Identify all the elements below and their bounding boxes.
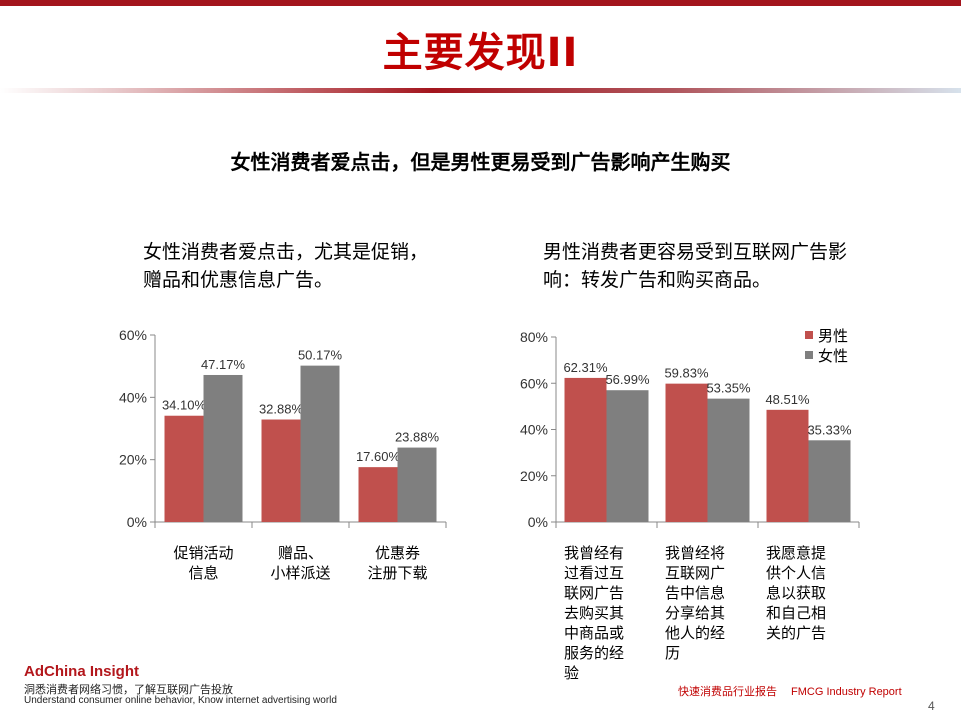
- bar-gray-0: [606, 390, 649, 522]
- bar-value-label: 48.51%: [765, 392, 810, 407]
- bar-red-0: [564, 377, 607, 522]
- title-divider: [0, 88, 961, 93]
- y-tick-label: 20%: [520, 468, 548, 484]
- slide-headline: 女性消费者爱点击，但是男性更易受到广告影响产生购买: [230, 150, 731, 174]
- bar-gray-2: [808, 440, 851, 522]
- bar-value-label: 53.35%: [706, 381, 751, 396]
- y-tick-label: 20%: [119, 452, 147, 468]
- bar-red-2: [766, 409, 809, 522]
- bar-red-0: [164, 415, 204, 522]
- category-label: 我愿意提 供个人信 息以获取 和自己相 关的广告: [766, 544, 827, 642]
- bar-red-2: [358, 467, 398, 522]
- bar-value-label: 35.33%: [807, 422, 852, 437]
- bar-value-label: 59.83%: [664, 366, 709, 381]
- legend-label: 男性: [818, 328, 848, 345]
- right-bar-chart: 0% 20% 40% 60% 80% 62.31%56.99% 59.83%53.35% 48…: [520, 328, 860, 530]
- bar-value-label: 62.31%: [563, 360, 608, 375]
- bar-gray-2: [397, 447, 437, 522]
- bar-value-label: 50.17%: [298, 348, 343, 363]
- brand-tagline-en: Understand consumer online behavior, Kno…: [24, 695, 337, 706]
- bar-value-label: 47.17%: [201, 357, 246, 372]
- report-name: 快速消费品行业报告 FMCG Industry Report: [678, 683, 902, 699]
- bar-gray-0: [203, 374, 243, 522]
- y-tick-label: 60%: [119, 327, 147, 343]
- report-name-en: FMCG Industry Report: [791, 686, 902, 698]
- y-tick-label: 0%: [528, 514, 548, 530]
- category-label: 我曾经有 过看过互 联网广告 去购买其 中商品或 服务的经验: [564, 544, 625, 682]
- bar-red-1: [261, 419, 301, 522]
- bar-value-label: 32.88%: [259, 402, 304, 417]
- right-chart-subtitle: 男性消费者更容易受到互联网广告影响：转发广告和购买商品。: [543, 241, 848, 291]
- legend-label: 女性: [818, 347, 848, 365]
- legend-swatch: [805, 331, 813, 339]
- bar-red-1: [665, 383, 708, 522]
- y-tick-label: 60%: [520, 375, 548, 391]
- y-tick-label: 40%: [119, 389, 147, 405]
- left-chart-subtitle: 女性消费者爱点击，尤其是促销，赠品和优惠信息广告。: [143, 241, 429, 291]
- bar-value-label: 17.60%: [356, 449, 401, 464]
- left-bar-chart: 0% 20% 40% 60% 34.10% 47.17% 32.88% 50.17% 17.60…: [119, 327, 447, 530]
- report-name-cn: 快速消费品行业报告: [678, 685, 777, 698]
- y-tick-label: 0%: [127, 514, 147, 530]
- bar-value-label: 34.10%: [162, 398, 207, 413]
- bar-gray-1: [300, 365, 340, 522]
- slide-title: 主要发现II: [382, 30, 579, 76]
- bar-value-label: 56.99%: [605, 372, 650, 387]
- y-tick-label: 40%: [520, 422, 548, 438]
- category-label: 我曾经将 互联网广 告中信息 分享给其 他人的经历: [665, 544, 726, 662]
- category-label: 优惠券 注册下载: [367, 544, 428, 582]
- y-tick-label: 80%: [520, 329, 548, 345]
- bar-gray-1: [707, 398, 750, 522]
- top-accent-bar: [0, 0, 961, 6]
- brand-logo-text: AdChina Insight: [24, 663, 139, 680]
- category-label: 赠品、 小样派送: [270, 544, 331, 582]
- page-number: 4: [928, 699, 935, 713]
- category-label: 促销活动 信息: [173, 544, 234, 582]
- legend-swatch: [805, 351, 813, 359]
- brand-tagline-cn: 洞悉消费者网络习惯，了解互联网广告投放: [24, 683, 233, 696]
- bar-value-label: 23.88%: [395, 430, 440, 445]
